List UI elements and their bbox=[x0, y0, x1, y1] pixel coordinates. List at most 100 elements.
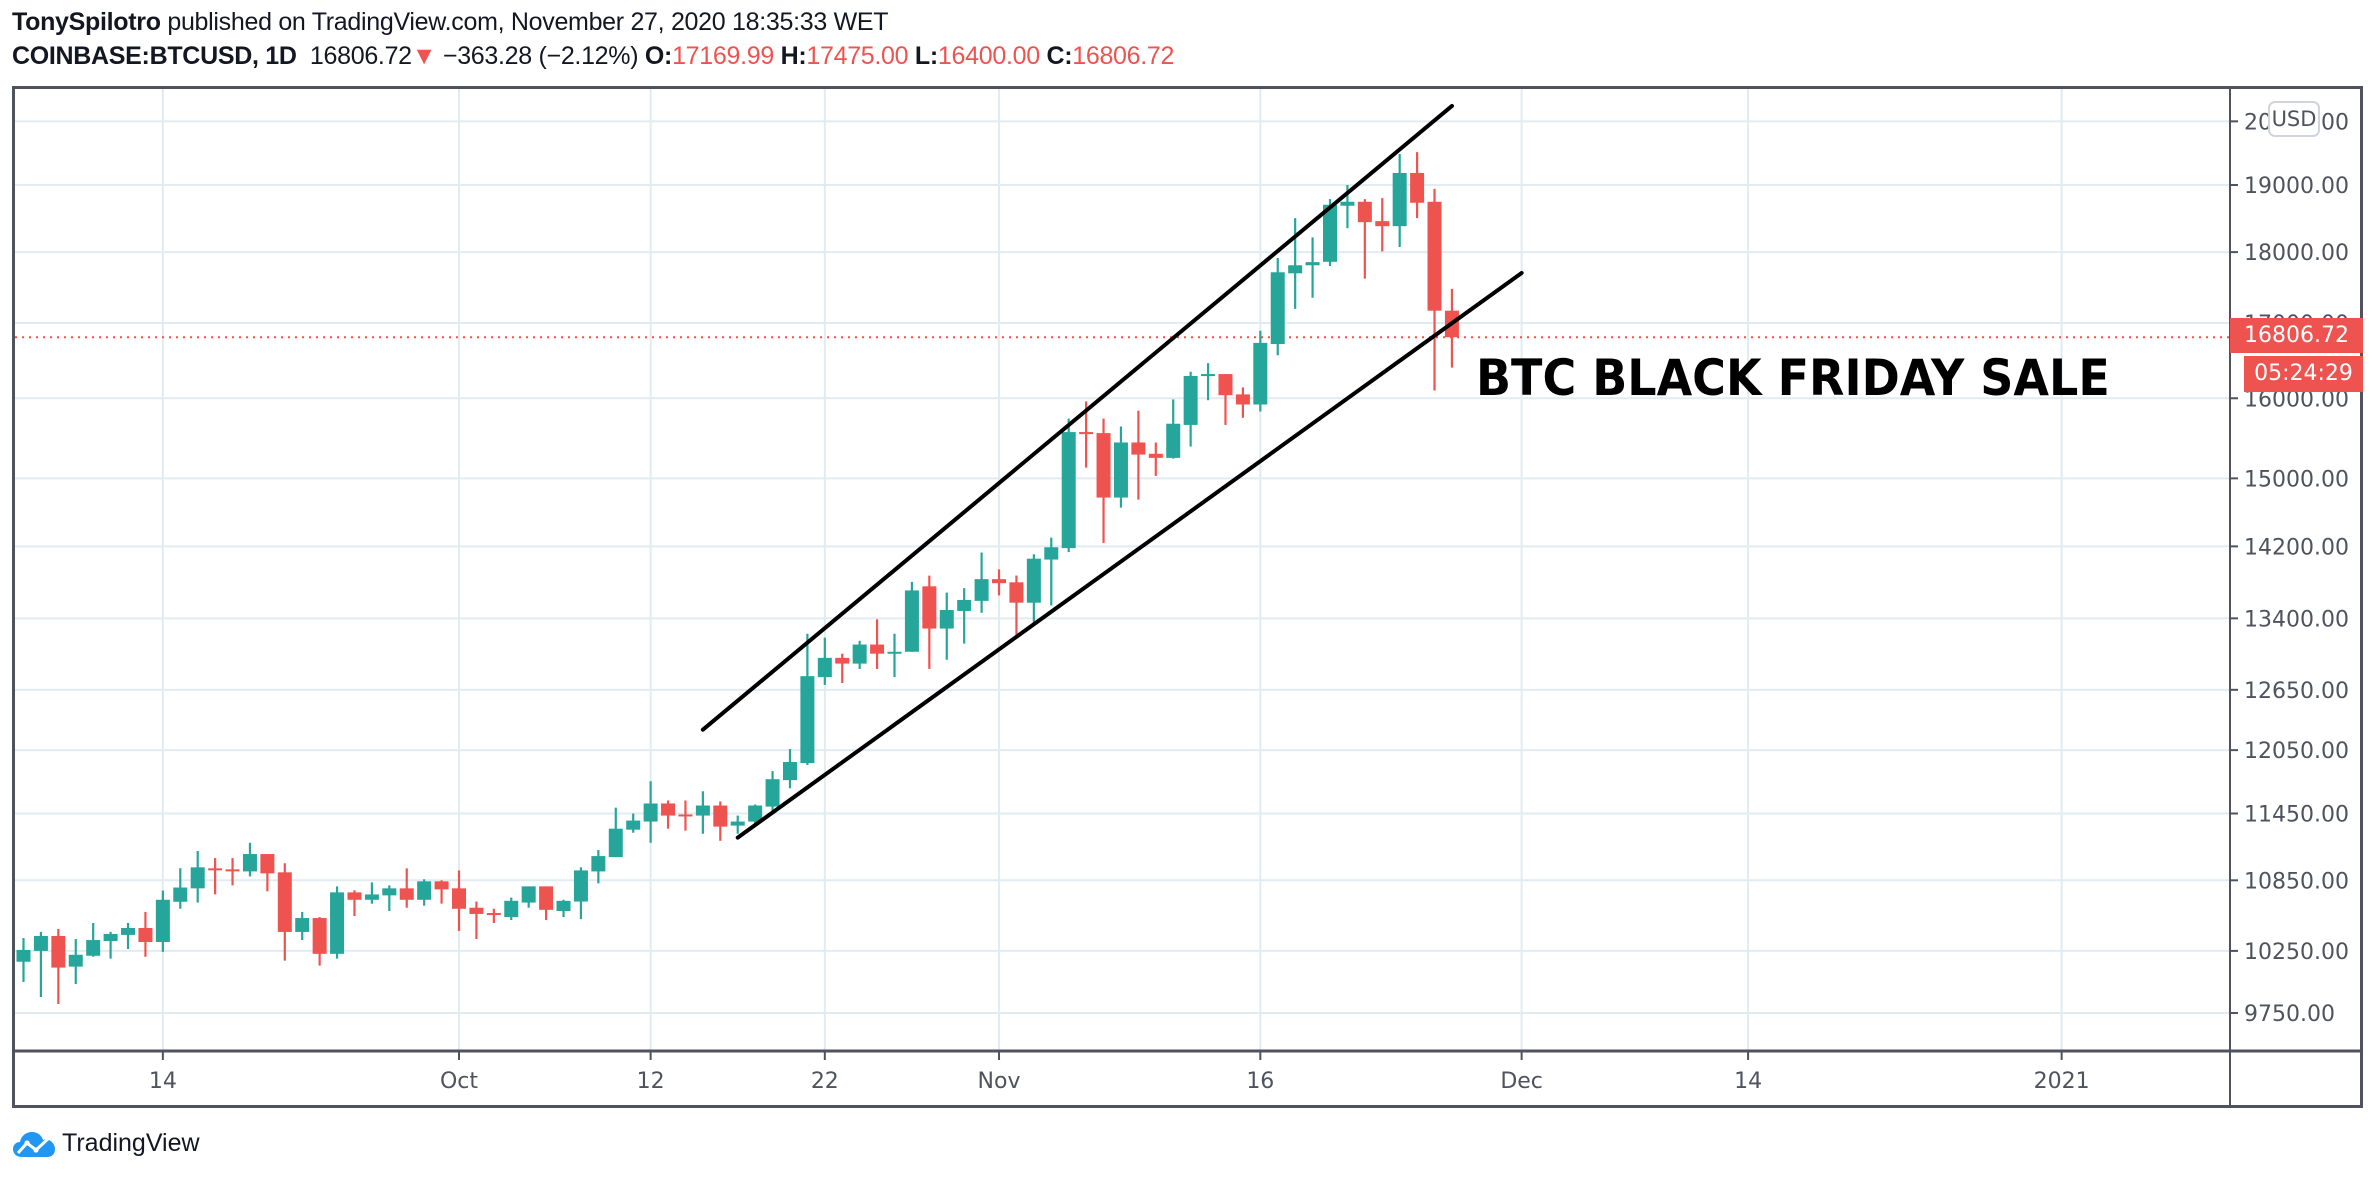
candle bbox=[242, 842, 257, 877]
time-tick-label: 22 bbox=[811, 1069, 839, 1094]
last-price: 16806.72 bbox=[309, 42, 412, 70]
channel-upper-trendline[interactable] bbox=[700, 103, 1454, 732]
candle bbox=[1392, 154, 1407, 247]
candle bbox=[1375, 198, 1390, 252]
candle bbox=[1148, 442, 1163, 476]
price-axis[interactable]: 20000.0019000.0018000.0017000.0016000.00… bbox=[2230, 110, 2349, 1027]
candle bbox=[1166, 399, 1181, 459]
candle bbox=[800, 633, 815, 766]
candles bbox=[16, 152, 1459, 1004]
candle bbox=[434, 880, 449, 904]
time-tick-label: Nov bbox=[978, 1069, 1021, 1094]
tradingview-logo[interactable]: TradingView bbox=[12, 1128, 200, 1158]
candle bbox=[782, 749, 797, 789]
candle bbox=[765, 771, 780, 813]
candle bbox=[1009, 575, 1024, 638]
candle bbox=[138, 911, 153, 957]
time-tick-label: 16 bbox=[1246, 1069, 1274, 1094]
annotation-text[interactable]: BTC BLACK FRIDAY SALE bbox=[1476, 349, 2110, 407]
close-value: 16806.72 bbox=[1072, 42, 1175, 70]
price-tick-label: 13400.00 bbox=[2244, 607, 2349, 632]
candle bbox=[399, 868, 414, 908]
candle bbox=[155, 890, 170, 952]
candle bbox=[1305, 237, 1320, 298]
candle bbox=[417, 879, 432, 906]
candle bbox=[486, 908, 501, 924]
publish-info: TonySpilotro published on TradingView.co… bbox=[12, 8, 889, 37]
candle bbox=[103, 931, 118, 959]
candle bbox=[835, 653, 850, 683]
candle bbox=[347, 890, 362, 917]
price-change: −363.28 (−2.12%) bbox=[442, 42, 639, 70]
price-tick-label: 9750.00 bbox=[2244, 1002, 2335, 1027]
symbol-label: COINBASE:BTCUSD, 1D bbox=[12, 42, 297, 70]
time-tick-label: Oct bbox=[440, 1069, 478, 1094]
high-label: H: bbox=[780, 42, 807, 70]
candle bbox=[452, 870, 466, 931]
candle bbox=[887, 633, 902, 678]
candle bbox=[817, 637, 832, 685]
candle bbox=[852, 640, 867, 669]
candle bbox=[208, 858, 223, 895]
candle bbox=[957, 588, 972, 644]
candle bbox=[190, 851, 205, 903]
high-value: 17475.00 bbox=[806, 42, 909, 70]
candle bbox=[382, 885, 397, 911]
candle bbox=[713, 801, 728, 841]
price-tick-label: 11450.00 bbox=[2244, 803, 2349, 828]
time-tick-label: 14 bbox=[149, 1069, 177, 1094]
candle bbox=[661, 800, 676, 829]
candle bbox=[591, 850, 606, 884]
candle bbox=[1270, 257, 1285, 356]
author-name[interactable]: TonySpilotro bbox=[12, 8, 161, 36]
candle bbox=[364, 882, 379, 904]
grid bbox=[15, 89, 2230, 1050]
candle bbox=[1183, 371, 1198, 447]
candle bbox=[1357, 199, 1372, 279]
chart-frame bbox=[12, 86, 2363, 1108]
candle bbox=[1044, 537, 1059, 606]
candle bbox=[1218, 374, 1233, 425]
candle bbox=[1061, 418, 1076, 553]
candle bbox=[939, 592, 954, 660]
candle bbox=[1323, 199, 1337, 266]
candle bbox=[277, 863, 292, 961]
time-tick-label: 2021 bbox=[2034, 1069, 2090, 1094]
candle bbox=[68, 938, 83, 985]
channel-lower-trendline[interactable] bbox=[735, 270, 1524, 840]
candle bbox=[1131, 410, 1146, 500]
time-axis[interactable]: 14 Oct 12 22 Nov 16 Dec 14 2021 bbox=[149, 1050, 2090, 1094]
candle bbox=[974, 552, 989, 613]
open-label: O: bbox=[644, 42, 673, 70]
candle bbox=[1113, 426, 1128, 508]
candle bbox=[573, 867, 588, 920]
candle bbox=[922, 575, 937, 669]
candle bbox=[173, 868, 188, 909]
price-tick-label: 10250.00 bbox=[2244, 940, 2349, 965]
candle bbox=[469, 901, 484, 939]
price-tick-label: 12050.00 bbox=[2244, 739, 2349, 764]
close-label: C: bbox=[1046, 42, 1073, 70]
price-tick-label: 19000.00 bbox=[2244, 174, 2349, 199]
candle bbox=[1235, 387, 1250, 418]
candle bbox=[904, 581, 919, 652]
candle bbox=[643, 781, 658, 843]
bar-countdown-tag: 05:24:29 bbox=[2244, 356, 2363, 392]
candle bbox=[225, 858, 240, 886]
candle bbox=[678, 800, 693, 831]
candle bbox=[504, 897, 519, 921]
published-text: published on TradingView.com, November 2… bbox=[160, 8, 889, 36]
candle bbox=[748, 804, 763, 825]
candle bbox=[121, 923, 136, 949]
candle bbox=[33, 931, 48, 998]
candle bbox=[312, 917, 327, 966]
price-tick-label: 10850.00 bbox=[2244, 869, 2349, 894]
currency-badge[interactable]: USD bbox=[2268, 101, 2320, 137]
candle bbox=[16, 938, 31, 983]
open-value: 17169.99 bbox=[672, 42, 774, 70]
cloud-chart-icon bbox=[13, 1132, 55, 1157]
candle bbox=[556, 899, 571, 918]
candle bbox=[1288, 218, 1303, 309]
candle bbox=[1096, 418, 1111, 543]
